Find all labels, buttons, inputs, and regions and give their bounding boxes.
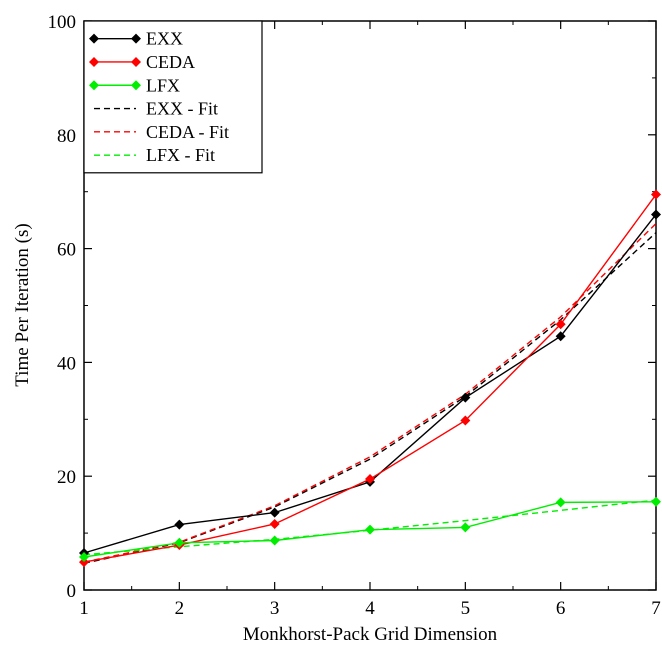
- data-point-lfx: [79, 551, 89, 562]
- y-tick-label: 20: [57, 467, 76, 488]
- x-tick-label: 5: [461, 598, 471, 619]
- legend-box: [83, 20, 263, 174]
- data-point-lfx: [460, 522, 471, 533]
- legend-marker: [89, 80, 99, 91]
- legend-marker: [131, 33, 141, 44]
- y-axis-label: Time Per Iteration (s): [12, 223, 33, 386]
- series-line-ceda-fit: [83, 223, 657, 563]
- data-point-ceda: [365, 474, 375, 485]
- legend: EXX CEDA LFX EXX - Fit CEDA - Fit LFX - Fit: [83, 20, 263, 174]
- legend-label: LFX: [146, 75, 180, 95]
- x-tick-label: 3: [270, 598, 280, 619]
- data-point-exx: [269, 507, 280, 518]
- series-line-ceda: [83, 194, 657, 563]
- x-tick-label: 6: [556, 598, 566, 619]
- data-point-exx: [651, 209, 661, 220]
- data-point-ceda: [651, 189, 661, 200]
- axis-ticks: 1 2 3 4 5 6 7 0 20 40 60 80 100: [48, 12, 661, 619]
- data-point-ceda: [269, 518, 280, 529]
- y-tick-label: 0: [67, 581, 77, 602]
- data-point-lfx: [174, 537, 185, 548]
- legend-label: CEDA: [146, 52, 195, 72]
- legend-marker: [89, 33, 99, 44]
- y-tick-label: 40: [57, 353, 76, 374]
- data-point-exx: [174, 519, 185, 530]
- legend-marker: [131, 56, 141, 67]
- legend-label: EXX - Fit: [146, 99, 218, 119]
- legend-label: CEDA - Fit: [146, 122, 229, 142]
- data-point-exx: [460, 392, 471, 403]
- data-point-lfx: [651, 496, 661, 507]
- x-tick-label: 7: [651, 598, 661, 619]
- series-layer: [79, 189, 661, 568]
- y-tick-label: 60: [57, 240, 76, 261]
- data-point-ceda: [555, 319, 566, 330]
- data-point-lfx: [365, 524, 375, 535]
- data-point-lfx: [269, 535, 280, 546]
- legend-label: LFX - Fit: [146, 145, 215, 165]
- data-point-lfx: [555, 497, 566, 508]
- series-line-exx-fit: [83, 232, 657, 564]
- legend-marker: [89, 56, 99, 67]
- data-point-ceda: [460, 415, 471, 426]
- x-tick-label: 4: [365, 598, 375, 619]
- x-axis-label: Monkhorst-Pack Grid Dimension: [243, 624, 498, 645]
- data-point-ceda: [79, 557, 89, 568]
- x-tick-label: 1: [79, 598, 89, 619]
- x-tick-label: 2: [175, 598, 185, 619]
- y-tick-label: 100: [48, 12, 77, 33]
- data-point-exx: [555, 331, 566, 342]
- legend-marker: [131, 80, 141, 91]
- legend-label: EXX: [146, 29, 183, 49]
- y-tick-label: 80: [57, 126, 76, 147]
